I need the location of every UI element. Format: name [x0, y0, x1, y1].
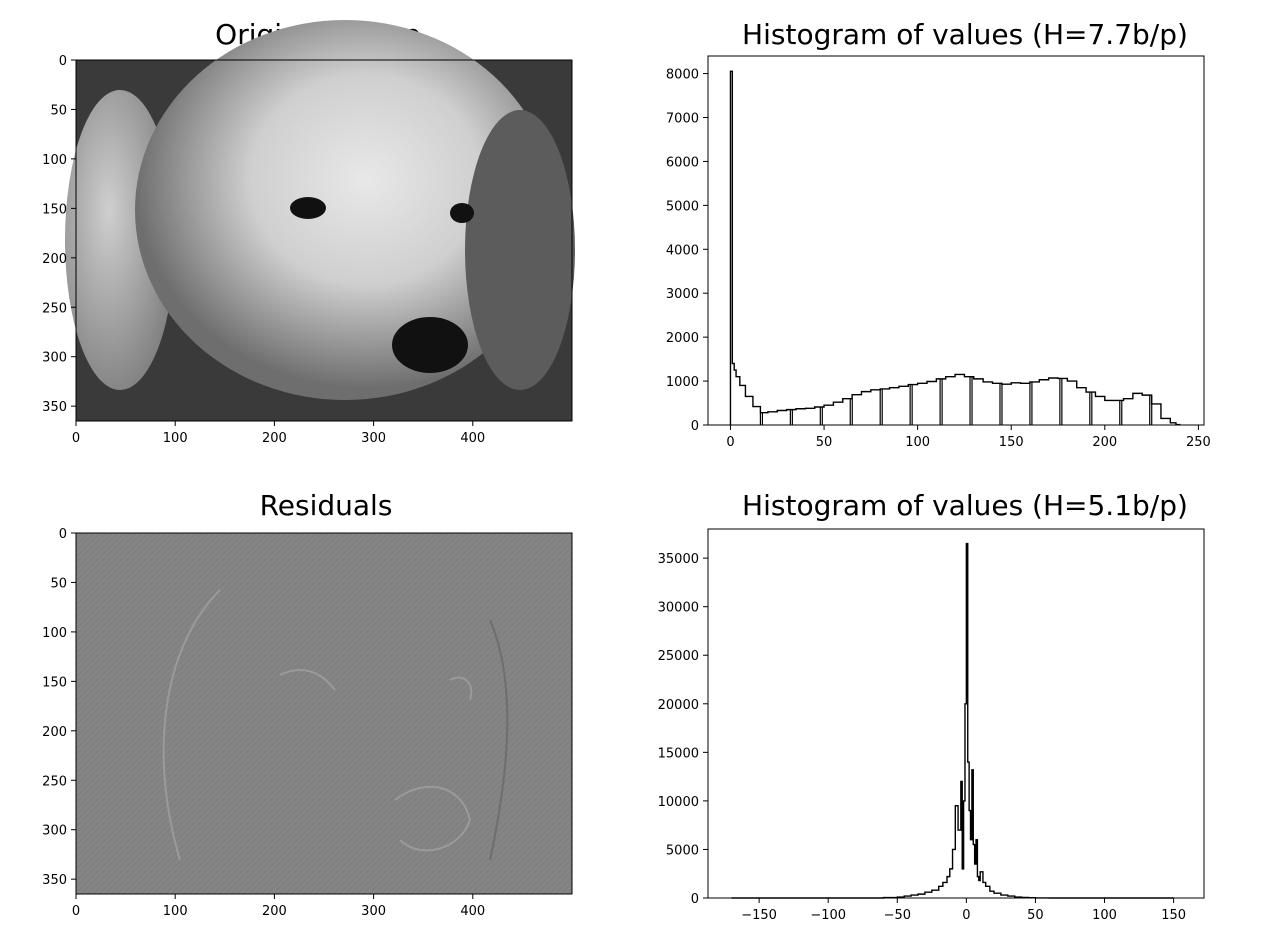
x-tick-label: 300: [361, 431, 386, 446]
x-tick-label: 100: [163, 904, 188, 919]
x-tick-label: 300: [361, 904, 386, 919]
image-nose: [392, 317, 468, 373]
x-tick-label: −50: [884, 908, 911, 923]
y-tick-label: 0: [59, 527, 67, 542]
y-tick-label: 50: [50, 103, 67, 118]
y-tick-label: 10000: [658, 795, 699, 810]
y-tick-label: 350: [42, 873, 67, 888]
x-tick-label: 400: [460, 904, 485, 919]
residual-contour-left: [162, 589, 221, 861]
y-tick-label: 50: [50, 576, 67, 591]
y-tick-label: 1000: [666, 375, 699, 390]
ticks-image-panel-1: 0 100 200 300 400 0 50 100 150 200 250 300 350: [42, 54, 485, 446]
histogram-series: [731, 542, 1174, 899]
image-ear-right: [465, 110, 575, 390]
panel-histogram-original: 0 50 100 150 200 250 0 1000 2000 3000 4000 5000 6000…: [666, 55, 1211, 450]
residual-eye-left: [279, 669, 336, 691]
x-tick-label: 150: [1161, 908, 1186, 923]
panel-title-residuals: Residuals: [260, 489, 393, 522]
y-tick-label: 150: [42, 675, 67, 690]
residual-nose: [394, 786, 472, 852]
y-tick-label: 5000: [666, 843, 699, 858]
y-tick-label: 200: [42, 725, 67, 740]
x-tick-label: 50: [1027, 908, 1044, 923]
y-tick-label: 8000: [666, 68, 699, 83]
x-tick-label: 400: [460, 431, 485, 446]
residual-contour-right: [489, 619, 509, 861]
axes-frame: [75, 59, 573, 422]
residual-eye-right: [449, 676, 473, 701]
y-tick-label: 300: [42, 824, 67, 839]
panel-title-histogram-original: Histogram of values (H=7.7b/p): [742, 18, 1188, 51]
y-tick-label: 4000: [666, 243, 699, 258]
x-tick-label: 150: [999, 435, 1024, 450]
y-tick-label: 7000: [666, 112, 699, 127]
y-tick-label: 25000: [658, 649, 699, 664]
image-eye-right: [450, 203, 474, 223]
y-tick-label: 200: [42, 252, 67, 267]
y-tick-label: 3000: [666, 287, 699, 302]
x-tick-label: 200: [262, 431, 287, 446]
x-tick-label: 50: [816, 435, 833, 450]
y-tick-label: 300: [42, 351, 67, 366]
x-tick-label: 200: [1092, 435, 1117, 450]
x-tick-label: 0: [72, 431, 80, 446]
x-tick-label: 0: [72, 904, 80, 919]
axes-frame: [707, 55, 1205, 426]
y-tick-label: 6000: [666, 155, 699, 170]
x-tick-label: 200: [262, 904, 287, 919]
panel-original-image: [65, 20, 575, 422]
x-tick-label: 100: [163, 431, 188, 446]
x-tick-label: −150: [741, 908, 777, 923]
y-tick-label: 15000: [658, 746, 699, 761]
y-tick-label: 100: [42, 153, 67, 168]
x-tick-label: 100: [905, 435, 930, 450]
x-tick-label: 0: [726, 435, 734, 450]
panel-histogram-residuals: −150 −100 −50 0 50 100 150 0 5000 10000 15000 20000…: [658, 528, 1205, 923]
panel-residuals: [75, 532, 573, 895]
axes-frame: [75, 532, 573, 895]
y-tick-label: 5000: [666, 199, 699, 214]
y-tick-label: 150: [42, 202, 67, 217]
y-tick-label: 35000: [658, 552, 699, 567]
y-tick-label: 250: [42, 301, 67, 316]
x-tick-label: 100: [1092, 908, 1117, 923]
panel-title-histogram-residuals: Histogram of values (H=5.1b/p): [742, 489, 1188, 522]
y-tick-label: 350: [42, 400, 67, 415]
image-eye-left: [290, 197, 326, 219]
y-tick-label: 0: [691, 892, 699, 907]
x-tick-label: −100: [810, 908, 846, 923]
y-tick-label: 20000: [658, 698, 699, 713]
x-tick-label: 250: [1186, 435, 1211, 450]
y-tick-label: 250: [42, 774, 67, 789]
y-tick-label: 30000: [658, 601, 699, 616]
y-tick-label: 2000: [666, 331, 699, 346]
residual-image: [76, 533, 572, 894]
y-tick-label: 0: [691, 419, 699, 434]
histogram-series: [729, 70, 1181, 426]
y-tick-label: 0: [59, 54, 67, 69]
y-tick-label: 100: [42, 626, 67, 641]
image-head: [135, 20, 555, 400]
ticks-image-panel-3: 0 100 200 300 400 0 50 100 150 200 250 300 350: [42, 527, 485, 919]
x-tick-label: 0: [962, 908, 970, 923]
